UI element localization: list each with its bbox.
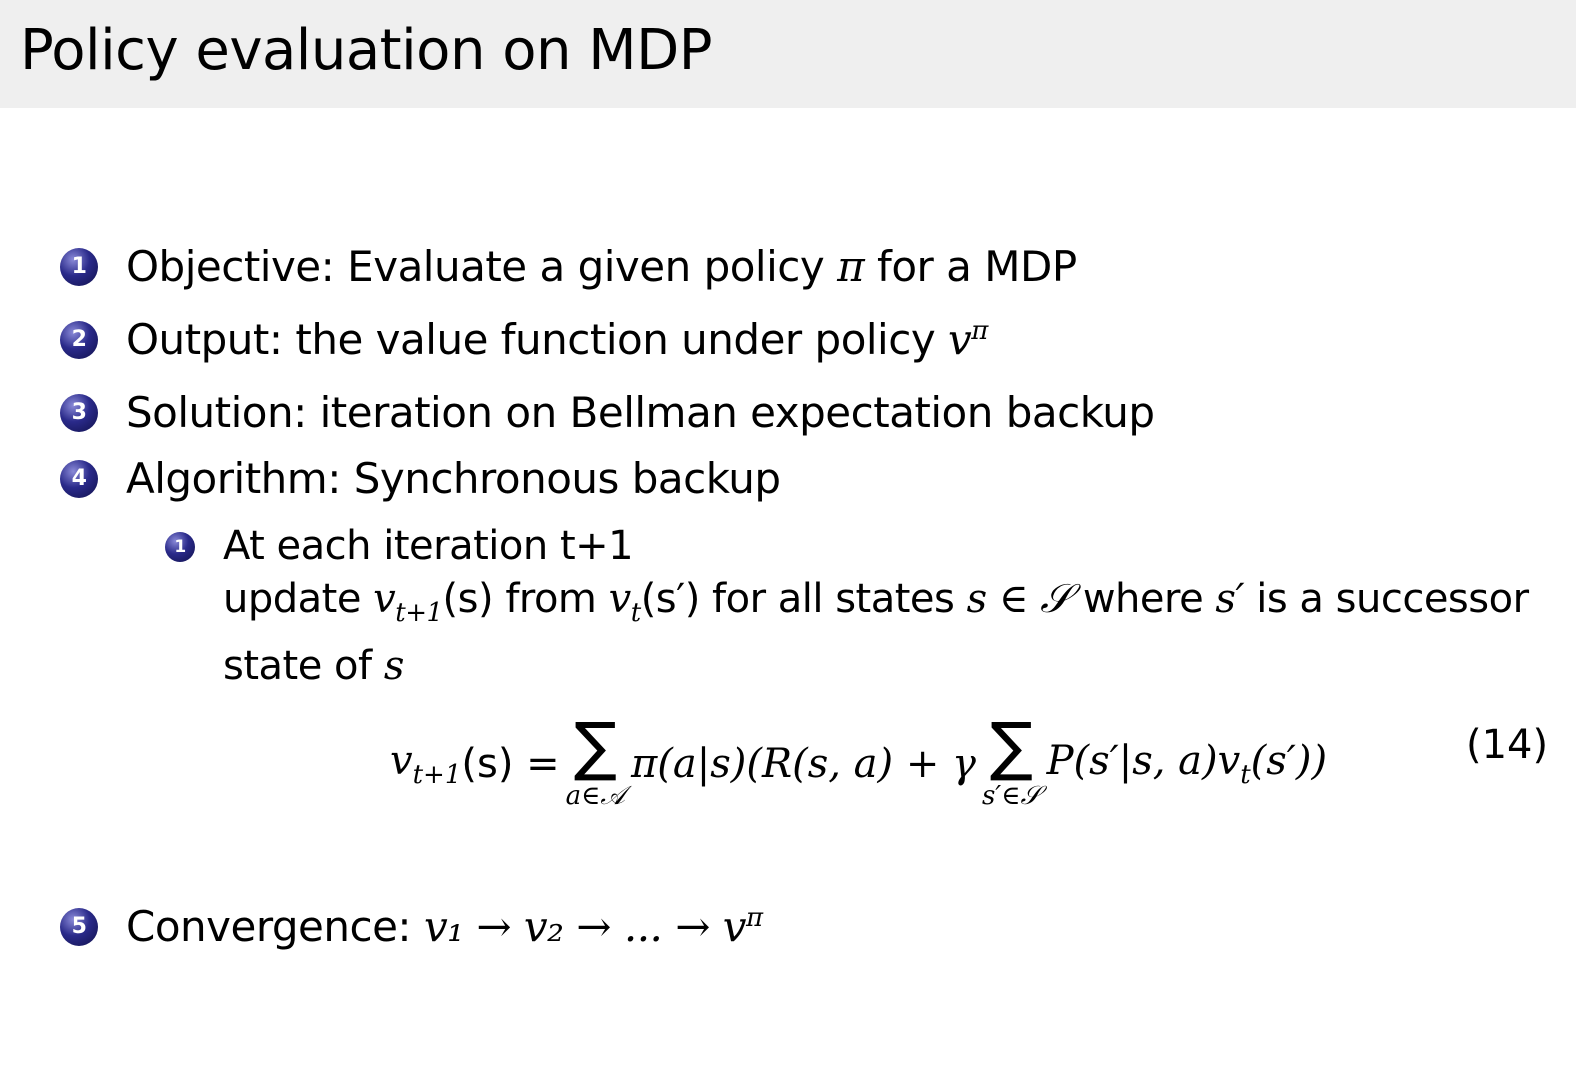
item-label: Objective: <box>126 242 335 291</box>
numbered-bullet-icon: 5 <box>60 907 98 946</box>
numbered-bullet-icon: 2 <box>60 320 98 359</box>
item-math: vπ <box>948 315 988 364</box>
item-label: Solution: <box>126 388 307 437</box>
list-item-convergence: 5 Convergence: v₁ → v₂ → ... → vπ <box>60 902 763 951</box>
item-label: Algorithm: <box>126 454 341 503</box>
numbered-bullet-icon: 1 <box>165 532 195 562</box>
sub-line-3: state of s <box>223 643 404 689</box>
numbered-bullet-icon: 3 <box>60 393 98 432</box>
item-text: iteration on Bellman expectation backup <box>319 388 1155 437</box>
sub-item: 1 At each iteration t+1 update vt+1(s) f… <box>165 520 1529 693</box>
item-math: π <box>837 242 865 291</box>
item-math: v₁ → v₂ → ... → vπ <box>423 902 763 951</box>
bellman-equation: vt+1 (s) = ∑ a∈𝒜 π(a|s)(R(s, a) + γ ∑ s′∈𝒮 … <box>390 710 1328 811</box>
slide-title: Policy evaluation on MDP <box>20 18 713 83</box>
numbered-bullet-icon: 1 <box>60 247 98 286</box>
sub-line-1: At each iteration t+1 <box>223 523 634 569</box>
sub-line-2: update vt+1(s) from vt(s′) for all state… <box>223 576 1529 628</box>
list-item-algorithm: 4 Algorithm: Synchronous backup <box>60 454 781 503</box>
list-item-objective: 1 Objective: Evaluate a given policy π f… <box>60 242 1077 291</box>
item-label: Output: <box>126 315 283 364</box>
item-text: Synchronous backup <box>353 454 781 503</box>
list-item-output: 2 Output: the value function under polic… <box>60 315 988 364</box>
item-text: the value function under policy <box>295 315 936 364</box>
item-text: Evaluate a given policy <box>347 242 825 291</box>
list-item-solution: 3 Solution: iteration on Bellman expecta… <box>60 388 1155 437</box>
item-text-rest: for a MDP <box>877 242 1077 291</box>
title-bar: Policy evaluation on MDP <box>0 0 1576 108</box>
numbered-bullet-icon: 4 <box>60 459 98 498</box>
summation-symbol: ∑ s′∈𝒮 <box>981 710 1041 811</box>
item-label: Convergence: <box>126 902 412 951</box>
equation-number: (14) <box>1466 722 1549 768</box>
summation-symbol: ∑ a∈𝒜 <box>565 710 626 811</box>
